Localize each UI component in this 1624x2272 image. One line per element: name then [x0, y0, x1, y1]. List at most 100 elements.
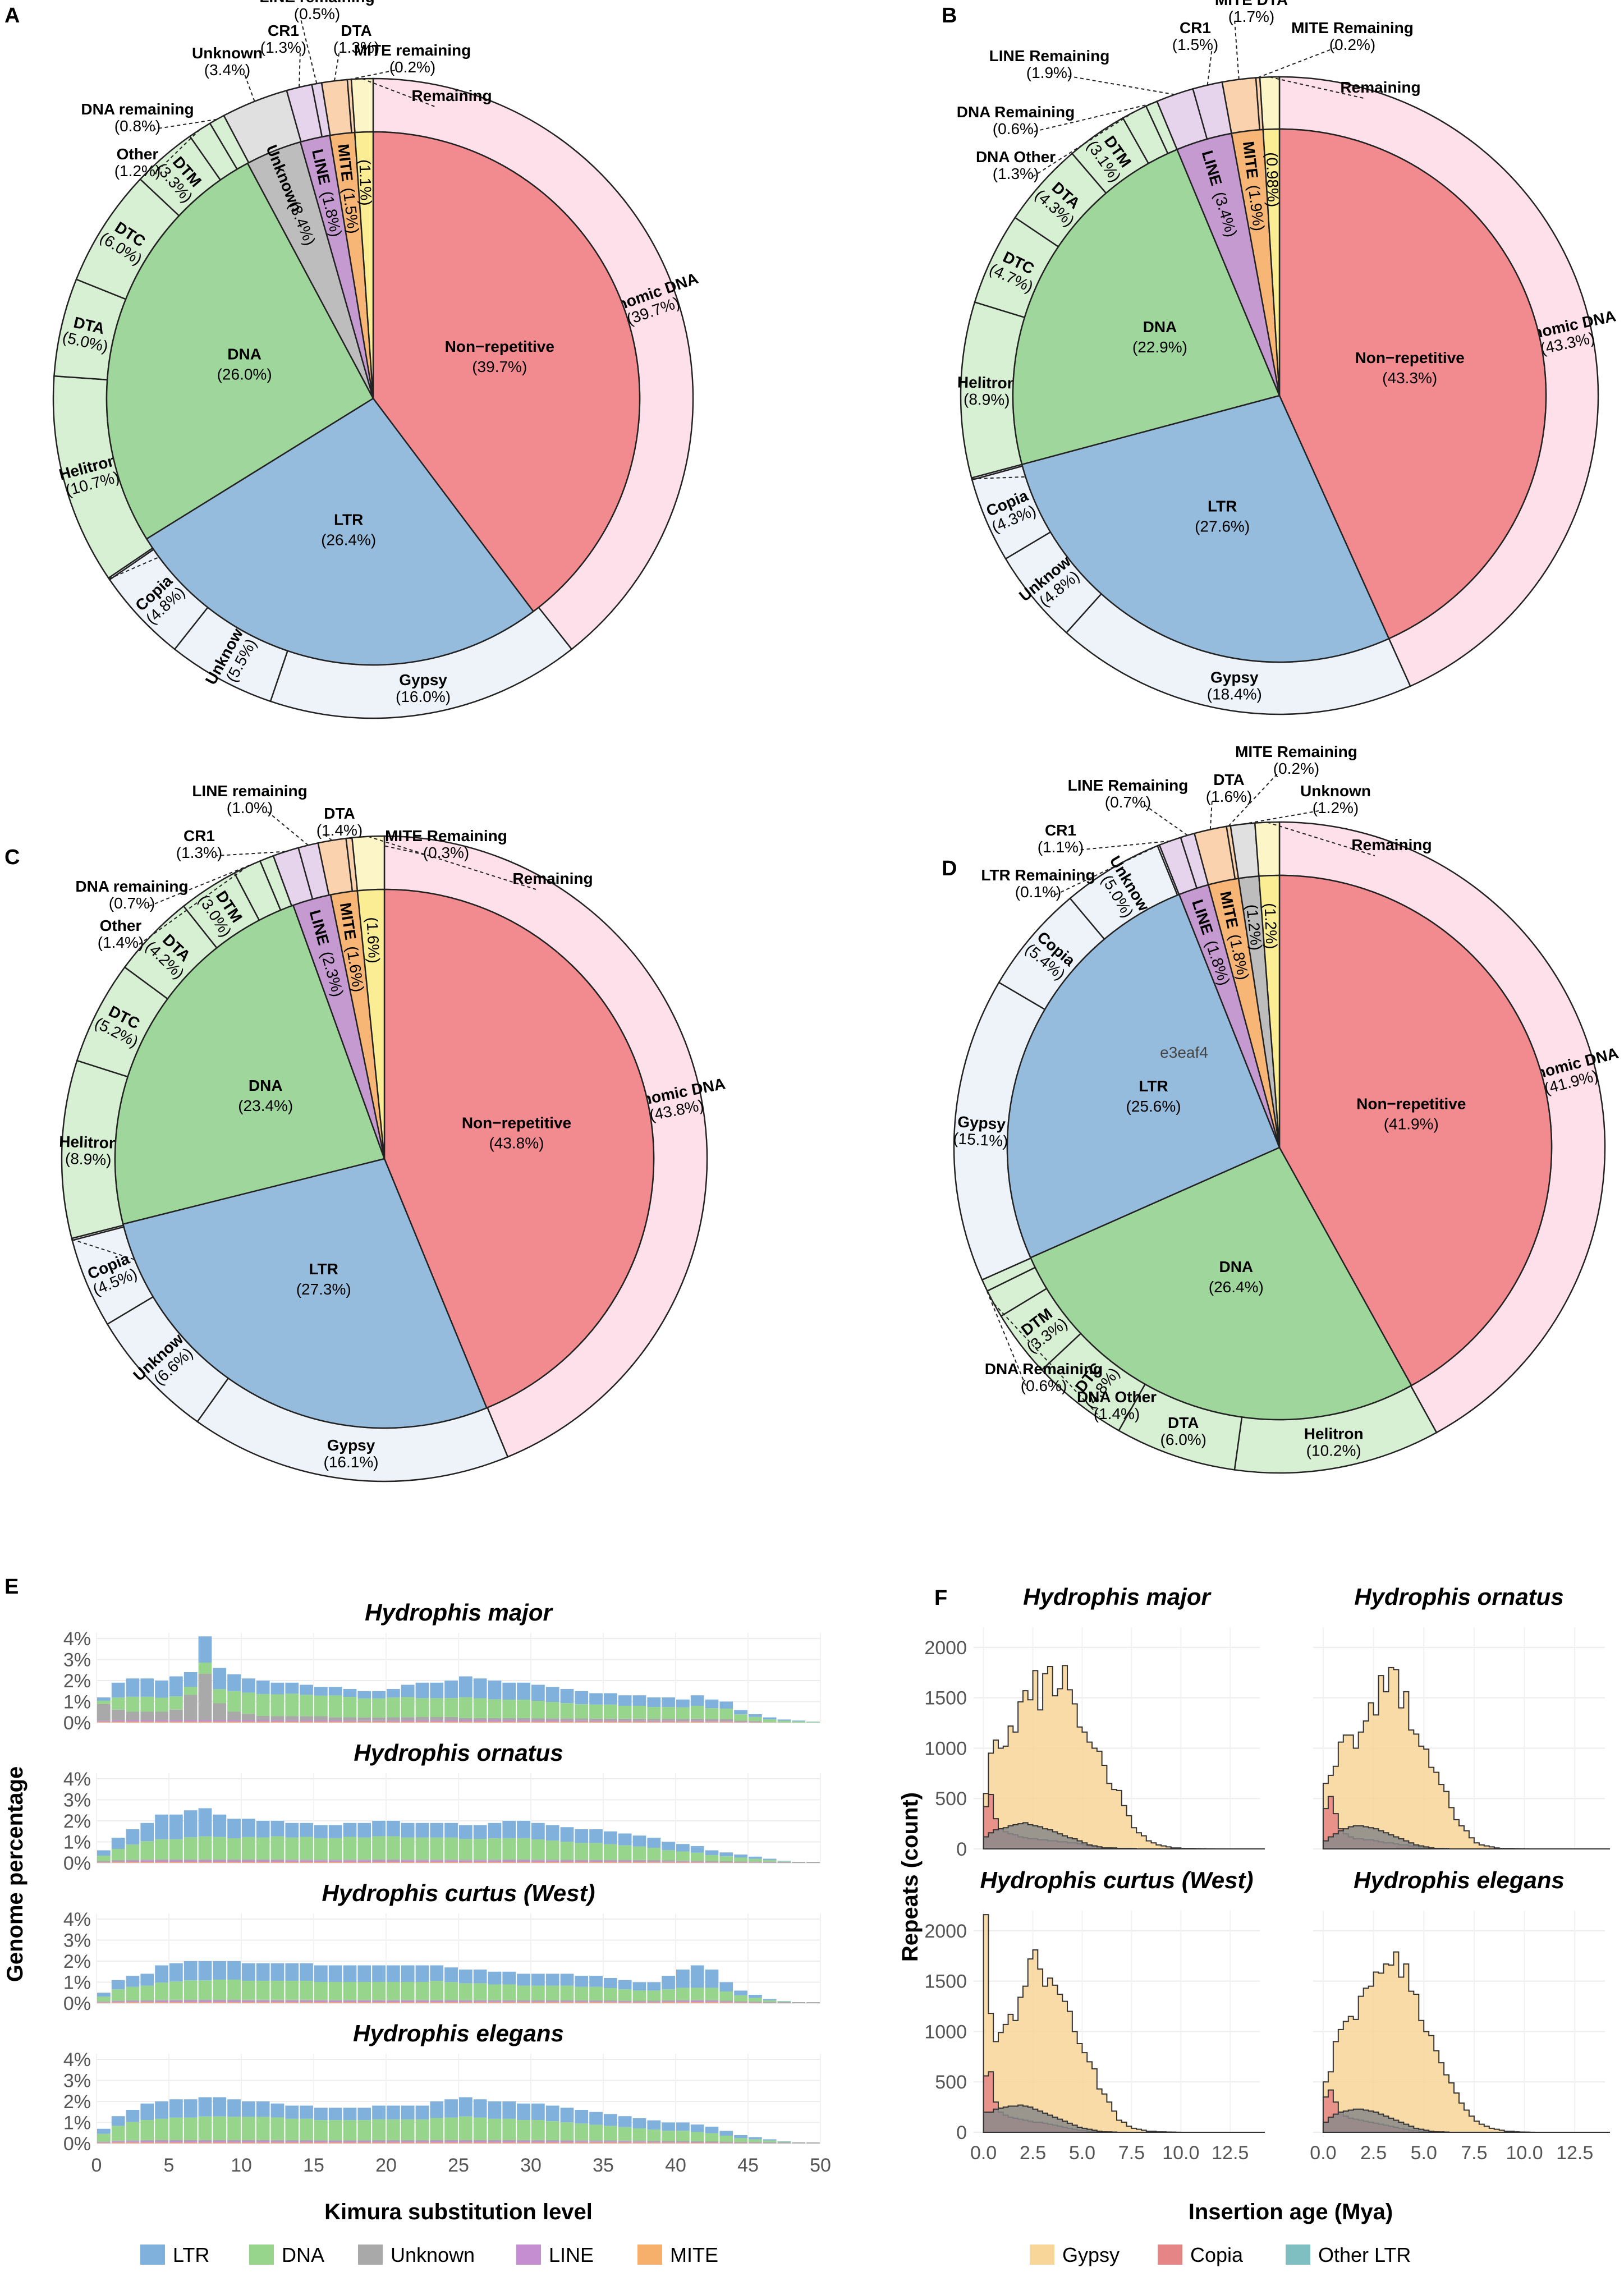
histogram-bar-segment	[357, 1722, 371, 1723]
histogram-bar-segment	[198, 2142, 212, 2144]
histogram-bar-segment	[343, 1823, 357, 1837]
histogram-bar-segment	[734, 2142, 747, 2144]
inner-slice	[1006, 893, 1281, 1259]
histogram-bar-segment	[719, 1991, 733, 2001]
histogram-bar-segment	[676, 2002, 690, 2003]
histogram-bar-segment	[531, 2140, 545, 2141]
histogram-bar-segment	[343, 2002, 357, 2003]
histogram-bar-segment	[300, 1720, 313, 1722]
histogram-bar-segment	[473, 2117, 487, 2140]
histogram-bar-segment	[459, 2000, 472, 2002]
histogram-bar-segment	[270, 1716, 285, 1720]
histogram-bar-segment	[749, 1856, 762, 1859]
histogram-bar-segment	[473, 2002, 487, 2003]
histogram-bar-segment	[560, 2122, 574, 2141]
histogram-bar-segment	[328, 1838, 342, 1860]
outer-slice-label: DNA remaining	[75, 878, 188, 895]
histogram-bar-segment	[792, 1720, 806, 1722]
histogram-bar-segment	[662, 2000, 675, 2002]
histogram-bar-segment	[589, 1861, 603, 1862]
histogram-bar-segment	[198, 1860, 212, 1862]
histogram-bar-segment	[300, 1716, 313, 1720]
histogram-bar-segment	[372, 1691, 386, 1699]
histogram-bar-segment	[270, 1859, 285, 1861]
outer-slice-label-group: Gypsy(16.1%)	[324, 1436, 379, 1471]
histogram-bar-segment	[763, 1861, 777, 1863]
histogram-bar-segment	[676, 1988, 690, 2000]
histogram-bar-segment	[676, 2122, 690, 2131]
histogram-bar-segment	[213, 1999, 227, 2001]
histogram-bar-segment	[734, 2001, 747, 2003]
histogram-bar-segment	[256, 1681, 270, 1694]
histogram-bar-segment	[777, 2002, 791, 2003]
histogram-bar-segment	[415, 1823, 429, 1838]
histogram-bar-segment	[256, 1862, 270, 1863]
histogram-bar-segment	[401, 1697, 415, 1718]
histogram-bar-segment	[343, 1860, 357, 1862]
inner-slice-label: Non−repetitive	[1356, 1095, 1466, 1112]
y-tick-label: 3%	[63, 1930, 91, 1952]
histogram-bar-segment	[488, 1838, 502, 1860]
histogram-bar-segment	[632, 1722, 646, 1723]
y-tick-label: 0%	[63, 1993, 91, 2014]
histogram-bar-segment	[575, 1860, 589, 1861]
histogram-bar-segment	[444, 1982, 458, 2000]
histogram-bar-segment	[285, 2141, 299, 2143]
inner-slice-value: (43.3%)	[1382, 369, 1437, 387]
histogram-bar-segment	[328, 2000, 342, 2003]
outer-slice-label: DNA Remaining	[957, 103, 1075, 121]
histogram-bar-segment	[430, 1860, 444, 1862]
histogram-bar-segment	[300, 1722, 313, 1723]
histogram-bar-segment	[705, 1988, 719, 2000]
facet-title: Hydrophis elegans	[353, 2020, 564, 2046]
outer-slice-value: (0.5%)	[294, 5, 340, 22]
histogram-bar-segment	[285, 1722, 299, 1723]
histogram-bar-segment	[604, 1862, 617, 1863]
histogram-bar-segment	[459, 1718, 472, 1720]
histogram-bar-segment	[328, 1687, 342, 1696]
histogram-bar-segment	[444, 2002, 458, 2003]
histogram-bar-segment	[459, 2141, 472, 2143]
histogram-bar-segment	[183, 1961, 198, 1981]
facet-title: Hydrophis curtus (West)	[980, 1867, 1254, 1893]
histogram-bar-segment	[545, 2002, 559, 2003]
histogram-bar-segment	[459, 1859, 472, 1861]
histogram-bar-segment	[444, 2000, 458, 2001]
histogram-bar-segment	[545, 1718, 559, 1720]
outer-slice	[351, 835, 386, 892]
histogram-bar-segment	[314, 2002, 328, 2003]
histogram-bar-segment	[618, 1722, 632, 1723]
histogram-bar-segment	[242, 1819, 255, 1837]
histogram-bar-segment	[430, 2101, 444, 2118]
histogram-bar-segment	[545, 1973, 559, 1986]
inner-slice-value: (1.2%)	[1261, 903, 1281, 950]
histogram-bar-segment	[560, 1842, 574, 1860]
histogram-bar-segment	[662, 2131, 675, 2141]
histogram-bar-segment	[357, 1965, 371, 1982]
histogram-bar-segment	[473, 1970, 487, 1984]
histogram-bar-segment	[372, 1999, 386, 2001]
legend-swatch	[1158, 2245, 1182, 2265]
histogram-bar-segment	[517, 1821, 530, 1838]
histogram-bar-segment	[792, 1861, 806, 1863]
inner-slice	[114, 904, 386, 1225]
histogram-bar-segment	[589, 1862, 603, 1863]
histogram-bar-segment	[444, 1860, 458, 1862]
histogram-bar-segment	[545, 1840, 559, 1860]
histogram-bar-segment	[285, 1999, 299, 2001]
outer-slice-value: (1.1%)	[1038, 838, 1084, 856]
histogram-bar-segment	[488, 1681, 502, 1700]
x-tick-label: 5	[164, 2155, 175, 2176]
histogram-bar-segment	[198, 1859, 212, 1861]
histogram-series	[1322, 1825, 1610, 1849]
callout-line	[1269, 76, 1364, 99]
histogram-bar-segment	[140, 1859, 154, 1861]
histogram-bar-segment	[444, 1720, 458, 1722]
histogram-bar-segment	[575, 1976, 589, 1987]
inner-slice-value: (27.3%)	[296, 1280, 351, 1298]
histogram-bar-segment	[357, 2108, 371, 2120]
histogram-bar-segment	[560, 2000, 574, 2002]
histogram-bar-segment	[618, 2142, 632, 2144]
histogram-bar-segment	[140, 1860, 154, 1862]
histogram-bar-segment	[387, 2142, 400, 2144]
